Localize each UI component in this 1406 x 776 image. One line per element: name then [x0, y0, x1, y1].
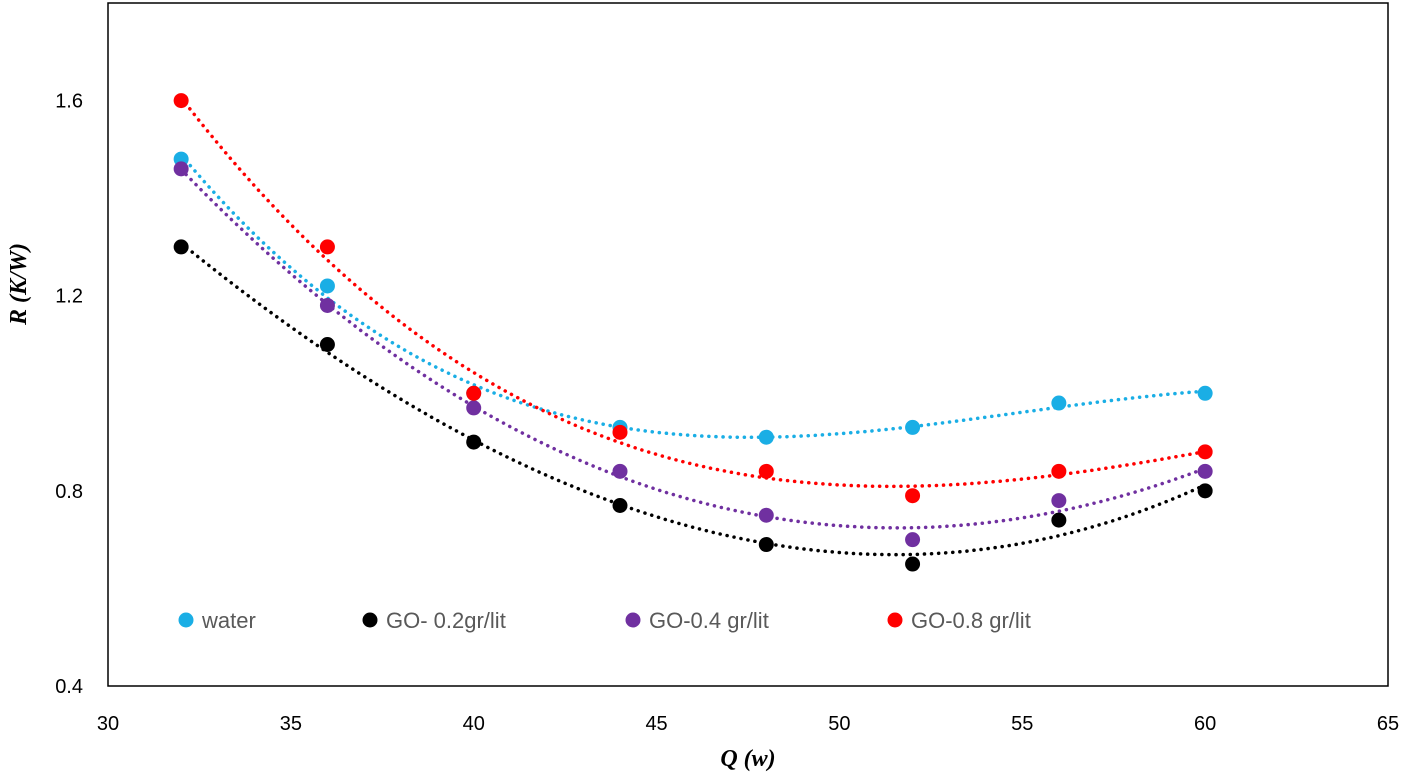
data-point-series-1-1 — [319, 337, 335, 352]
y-tick-label: 1.6 — [55, 91, 83, 113]
data-point-series-3-2 — [466, 385, 482, 401]
data-point-series-1-6 — [1051, 512, 1067, 528]
trendline-series-0 — [179, 153, 1207, 440]
data-point-series-3-6 — [1051, 463, 1067, 479]
data-point-series-0-7 — [1197, 385, 1213, 401]
data-point-series-2-0 — [173, 161, 189, 177]
data-point-series-3-5 — [905, 488, 921, 504]
data-point-series-1-0 — [173, 239, 189, 255]
x-tick-label: 45 — [645, 713, 667, 735]
legend-label-3: GO-0.8 gr/lit — [911, 608, 1031, 633]
data-point-series-3-1 — [319, 239, 335, 255]
trendline-series-3 — [179, 95, 1207, 489]
legend: water GO- 0.2gr/lit GO-0.4 gr/lit GO-0.8 gr… — [178, 608, 1031, 633]
data-point-series-1-7 — [1197, 483, 1213, 499]
data-point-series-2-1 — [319, 297, 335, 313]
data-point-series-0-6 — [1051, 395, 1067, 411]
legend-marker-0 — [178, 612, 194, 628]
data-point-series-3-4 — [758, 463, 774, 479]
data-point-series-1-3 — [612, 497, 628, 513]
y-tick-labels: 0.4 0.8 1.2 1.6 — [55, 91, 83, 698]
data-point-series-2-2 — [466, 400, 482, 416]
y-tick-label: 0.4 — [55, 676, 83, 698]
y-tick-label: 0.8 — [55, 481, 83, 503]
data-point-series-2-3 — [612, 463, 628, 479]
data-point-series-1-5 — [905, 556, 921, 572]
data-points — [173, 93, 1213, 572]
x-tick-label: 60 — [1194, 713, 1216, 735]
x-tick-labels: 30 35 40 45 50 55 60 65 — [97, 713, 1399, 735]
data-point-series-0-4 — [758, 429, 774, 445]
data-point-series-0-5 — [905, 419, 921, 435]
y-axis-title: R (K/W) — [6, 243, 32, 326]
legend-marker-3 — [887, 612, 903, 628]
data-point-series-3-7 — [1197, 444, 1213, 460]
legend-marker-2 — [625, 612, 641, 628]
data-point-series-3-0 — [173, 93, 189, 109]
legend-label-2: GO-0.4 gr/lit — [649, 608, 769, 633]
legend-label-1: GO- 0.2gr/lit — [386, 608, 506, 633]
x-axis-title: Q (w) — [720, 746, 775, 772]
data-point-series-0-1 — [319, 278, 335, 294]
y-tick-label: 1.2 — [55, 286, 83, 308]
x-tick-label: 35 — [280, 713, 302, 735]
legend-marker-1 — [362, 612, 378, 628]
data-point-series-2-5 — [905, 532, 921, 548]
legend-label-0: water — [201, 608, 256, 633]
trendline-series-2 — [179, 167, 1207, 530]
plot-area-border — [107, 2, 1389, 687]
x-tick-label: 40 — [463, 713, 485, 735]
x-tick-label: 55 — [1011, 713, 1033, 735]
x-tick-label: 50 — [828, 713, 850, 735]
trendline-series-1 — [179, 241, 1207, 557]
data-point-series-3-3 — [612, 424, 628, 440]
data-point-series-2-7 — [1197, 463, 1213, 479]
trendlines — [179, 95, 1207, 557]
data-point-series-2-6 — [1051, 493, 1067, 509]
data-point-series-1-4 — [758, 537, 774, 553]
x-tick-label: 65 — [1377, 713, 1399, 735]
x-tick-label: 30 — [97, 713, 119, 735]
data-point-series-1-2 — [466, 434, 482, 450]
data-point-series-2-4 — [758, 507, 774, 523]
